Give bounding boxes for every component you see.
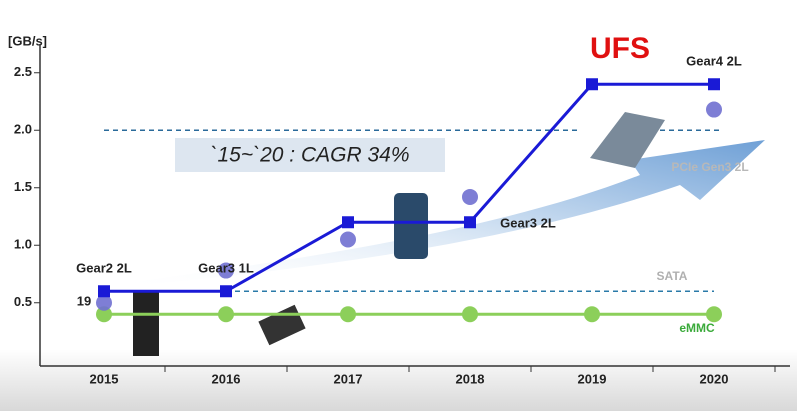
- point: [462, 306, 478, 323]
- y-tick-label: 0.5: [14, 294, 32, 309]
- series-label: PCIe Gen3 2L: [671, 160, 748, 174]
- y-tick-label: 1.5: [14, 179, 32, 194]
- y-tick-label: 2.5: [14, 64, 32, 79]
- point-label: Gear3 2L: [500, 216, 556, 231]
- x-tick-label: 2017: [334, 371, 363, 386]
- point: [462, 188, 478, 205]
- x-tick-label: 2018: [456, 371, 485, 386]
- point: [584, 306, 600, 323]
- point: [98, 285, 110, 298]
- point: [706, 101, 722, 118]
- series-label: SATA: [657, 269, 688, 283]
- y-axis-label: [GB/s]: [8, 33, 47, 48]
- point: [586, 78, 598, 91]
- point: [220, 285, 232, 298]
- point: [342, 216, 354, 229]
- x-tick-label: 2019: [578, 371, 607, 386]
- y-tick-label: 2.0: [14, 122, 32, 137]
- point-label: Gear2 2L: [76, 261, 132, 276]
- annotation: 19: [77, 293, 91, 308]
- point: [708, 78, 720, 91]
- point: [340, 231, 356, 248]
- cagr-label: `15~`20 : CAGR 34%: [210, 144, 409, 167]
- y-tick-label: 1.0: [14, 237, 32, 252]
- device-icon: [590, 112, 665, 168]
- point: [218, 306, 234, 323]
- point: [218, 262, 234, 279]
- cagr-box: [175, 138, 445, 172]
- series-label: eMMC: [679, 321, 715, 335]
- point: [340, 306, 356, 323]
- series-line: [104, 82, 714, 293]
- point: [464, 216, 476, 229]
- trend-arrow: [110, 140, 765, 288]
- device-icon: [133, 290, 159, 356]
- point: [96, 306, 112, 323]
- x-tick-label: 2015: [90, 371, 119, 386]
- x-tick-label: 2016: [212, 371, 241, 386]
- series-label: UFS: [590, 32, 650, 65]
- device-icon: [394, 193, 428, 259]
- x-tick-label: 2020: [700, 371, 729, 386]
- point-label: Gear3 1L: [198, 261, 254, 276]
- point-label: Gear4 2L: [686, 54, 742, 69]
- point: [96, 294, 112, 311]
- point: [706, 306, 722, 323]
